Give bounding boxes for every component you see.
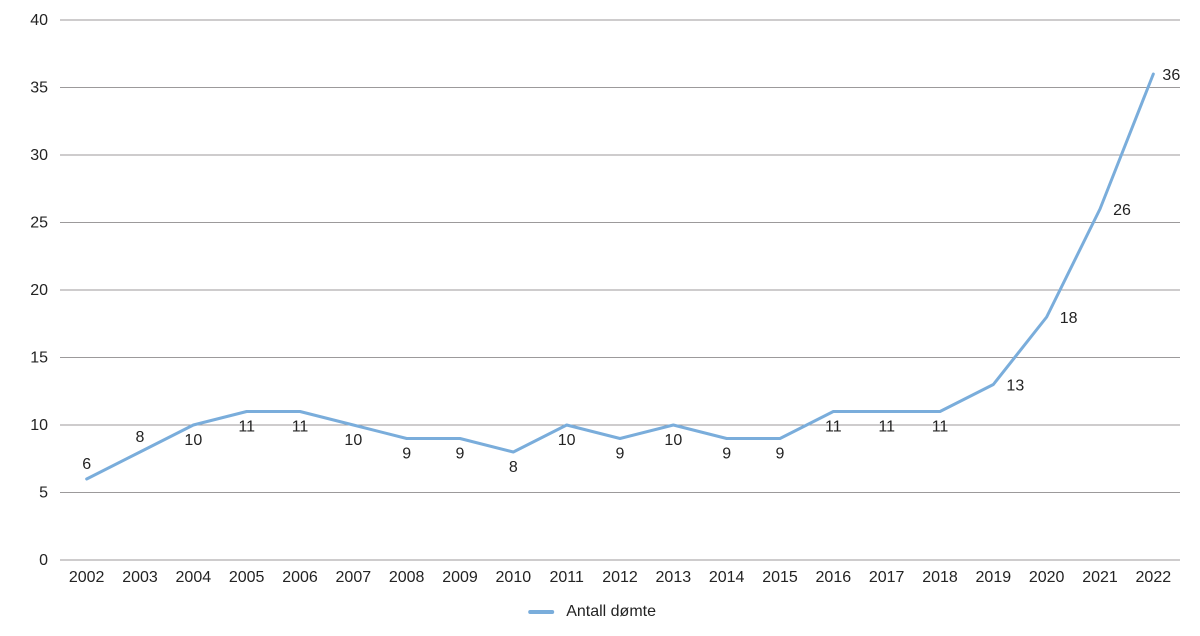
y-axis-tick-label: 25	[30, 215, 48, 232]
data-label: 6	[82, 456, 91, 473]
data-label: 36	[1162, 67, 1180, 84]
y-axis-tick-label: 15	[30, 350, 48, 367]
x-axis-tick-label: 2009	[442, 569, 478, 586]
y-axis-tick-label: 20	[30, 282, 48, 299]
data-label: 11	[238, 419, 255, 436]
x-axis-tick-label: 2013	[656, 569, 692, 586]
y-axis-tick-label: 35	[30, 80, 48, 97]
x-axis-tick-label: 2020	[1029, 569, 1065, 586]
line-chart: 0 5 10 15 20 25 30 35 40 2002 2003 2004 2005 2006 2007…	[0, 0, 1200, 636]
data-label: 26	[1113, 202, 1131, 219]
x-axis-tick-label: 2011	[549, 569, 584, 586]
x-axis-tick-label: 2008	[389, 569, 425, 586]
y-axis-tick-label: 10	[30, 417, 48, 434]
data-label: 9	[722, 446, 731, 463]
data-label: 11	[825, 419, 842, 436]
data-label: 11	[932, 419, 949, 436]
x-axis-tick-label: 2015	[762, 569, 798, 586]
x-axis-tick-label: 2018	[922, 569, 958, 586]
x-axis-tick-label: 2005	[229, 569, 265, 586]
x-axis-tick-label: 2004	[176, 569, 212, 586]
data-label: 11	[292, 419, 309, 436]
x-axis-tick-label: 2012	[602, 569, 638, 586]
x-axis-tick-label: 2019	[976, 569, 1012, 586]
data-label: 9	[456, 446, 465, 463]
x-axis-tick-label: 2006	[282, 569, 318, 586]
x-axis-tick-label: 2021	[1082, 569, 1118, 586]
data-label: 13	[1006, 378, 1024, 395]
data-label: 8	[136, 429, 145, 446]
data-label: 10	[558, 432, 576, 449]
y-axis-tick-label: 0	[39, 552, 48, 569]
y-axis-tick-label: 5	[39, 485, 48, 502]
x-axis-tick-label: 2017	[869, 569, 905, 586]
x-axis-tick-label: 2016	[816, 569, 852, 586]
x-axis-tick-label: 2014	[709, 569, 745, 586]
data-label: 8	[509, 459, 518, 476]
data-label: 9	[402, 446, 411, 463]
legend-label: Antall dømte	[566, 603, 656, 620]
data-label: 10	[344, 432, 362, 449]
data-label: 10	[184, 432, 202, 449]
y-axis-tick-label: 30	[30, 147, 48, 164]
data-label: 10	[664, 432, 682, 449]
x-axis-tick-label: 2003	[122, 569, 158, 586]
x-axis-tick-label: 2002	[69, 569, 105, 586]
data-label: 11	[878, 419, 895, 436]
y-axis-tick-label: 40	[30, 12, 48, 29]
data-label: 9	[776, 446, 785, 463]
data-label: 9	[616, 446, 625, 463]
x-axis-tick-label: 2022	[1136, 569, 1172, 586]
x-axis-tick-label: 2010	[496, 569, 532, 586]
x-axis-tick-label: 2007	[336, 569, 372, 586]
legend-swatch	[528, 610, 554, 614]
data-label: 18	[1060, 310, 1078, 327]
